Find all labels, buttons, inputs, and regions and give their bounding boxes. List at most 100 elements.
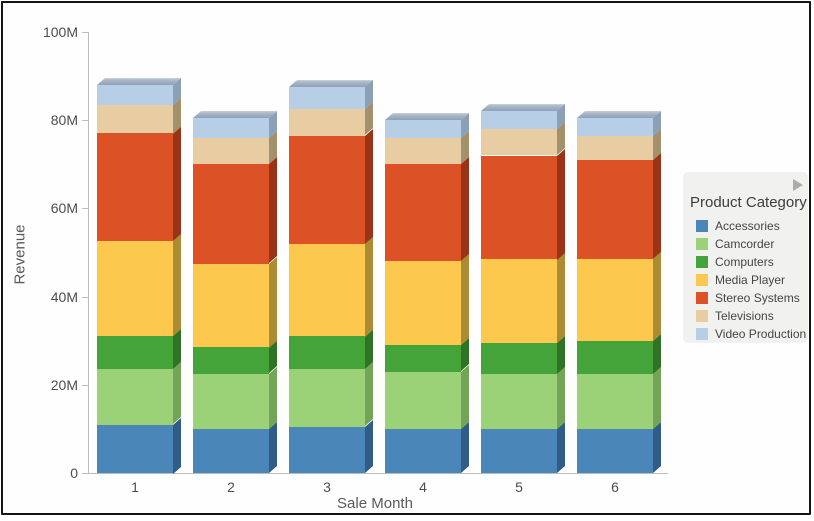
bar-segment-side [653, 421, 661, 473]
bar-segment-video-production[interactable] [577, 118, 653, 136]
bar-segment-side [269, 157, 277, 264]
bar-segment-video-production[interactable] [289, 87, 365, 110]
legend-swatch-icon [696, 256, 708, 268]
bar-top-bevel [97, 77, 181, 85]
right-arrow-icon[interactable] [793, 179, 803, 191]
y-tick-mark [82, 473, 88, 474]
legend-item-label: Accessories [715, 219, 780, 233]
bar-segment-side [365, 362, 373, 427]
bar-segment-side [365, 128, 373, 244]
bar-segment-video-production[interactable] [97, 84, 173, 105]
bar-segment-video-production[interactable] [385, 120, 461, 138]
legend-swatch-icon [696, 328, 708, 340]
bar-segment-side [269, 421, 277, 473]
bar-segment-side [461, 421, 469, 473]
bar-segment-media-player[interactable] [577, 259, 653, 341]
y-tick-mark [82, 120, 88, 122]
bar-segment-televisions[interactable] [577, 135, 653, 160]
bar-segment-televisions[interactable] [193, 137, 269, 165]
bar-segment-computers[interactable] [289, 336, 365, 370]
bar-segment-camcorder[interactable] [481, 373, 557, 429]
legend-item-video-production[interactable]: Video Production [683, 325, 808, 343]
y-tick-label: 20M [50, 376, 78, 393]
bar-segment-stereo-systems[interactable] [193, 164, 269, 264]
bar-segment-accessories[interactable] [385, 428, 461, 473]
bar-segment-televisions[interactable] [97, 104, 173, 134]
bar-segment-video-production[interactable] [193, 118, 269, 138]
bar-month-3 [289, 32, 373, 473]
bar-segment-accessories[interactable] [481, 428, 557, 473]
bar-segment-media-player[interactable] [97, 241, 173, 337]
bar-segment-stereo-systems[interactable] [289, 135, 365, 244]
bar-segment-camcorder[interactable] [97, 369, 173, 425]
x-tick-label-2: 2 [227, 479, 235, 495]
legend-item-label: Televisions [715, 309, 774, 323]
legend-item-stereo-systems[interactable]: Stereo Systems [683, 289, 808, 307]
legend-swatch-icon [696, 310, 708, 322]
bar-segment-camcorder[interactable] [385, 371, 461, 429]
bar-segment-side [557, 421, 565, 473]
bar-segment-televisions[interactable] [289, 109, 365, 136]
y-tick-label: 40M [50, 288, 78, 305]
bar-segment-computers[interactable] [577, 340, 653, 374]
legend-swatch-icon [696, 274, 708, 286]
legend-item-computers[interactable]: Computers [683, 253, 808, 271]
legend-item-label: Computers [715, 255, 774, 269]
x-tick-label-3: 3 [323, 479, 331, 495]
bar-segment-media-player[interactable] [385, 261, 461, 346]
x-axis-title: Sale Month [337, 495, 413, 512]
legend-swatch-icon [696, 220, 708, 232]
bar-segment-side [461, 364, 469, 429]
x-tick-label-6: 6 [611, 479, 619, 495]
legend-items: Accessories Camcorder Computers Media Playe… [683, 217, 808, 343]
bar-segment-stereo-systems[interactable] [97, 133, 173, 242]
legend-item-label: Media Player [715, 273, 786, 287]
bar-month-5 [481, 32, 565, 473]
legend-item-televisions[interactable]: Televisions [683, 307, 808, 325]
bar-segment-computers[interactable] [481, 342, 557, 374]
bar-top-bevel [385, 113, 469, 121]
bar-segment-stereo-systems[interactable] [385, 164, 461, 262]
legend-item-media-player[interactable]: Media Player [683, 271, 808, 289]
x-tick-label-1: 1 [131, 479, 139, 495]
bar-segment-stereo-systems[interactable] [577, 159, 653, 260]
bar-segment-computers[interactable] [385, 345, 461, 372]
bar-segment-accessories[interactable] [193, 428, 269, 473]
x-tick-label-5: 5 [515, 479, 523, 495]
y-tick-mark [82, 384, 88, 386]
bar-segment-side [365, 419, 373, 473]
bar-month-6 [577, 32, 661, 473]
legend-item-label: Video Production [715, 327, 807, 341]
bar-segment-stereo-systems[interactable] [481, 155, 557, 260]
bar-segment-media-player[interactable] [481, 259, 557, 343]
bar-segment-media-player[interactable] [193, 263, 269, 348]
bar-top-bevel [193, 111, 277, 118]
bar-segment-camcorder[interactable] [193, 373, 269, 429]
legend-title: Product Category [690, 194, 807, 211]
bar-segment-side [461, 254, 469, 346]
bar-segment-televisions[interactable] [481, 129, 557, 156]
bar-segment-accessories[interactable] [97, 424, 173, 473]
legend-swatch-icon [696, 238, 708, 250]
bar-segment-video-production[interactable] [481, 111, 557, 130]
legend-swatch-icon [696, 292, 708, 304]
legend-item-camcorder[interactable]: Camcorder [683, 235, 808, 253]
bar-segment-televisions[interactable] [385, 137, 461, 165]
y-tick-label: 60M [50, 200, 78, 217]
legend-item-accessories[interactable]: Accessories [683, 217, 808, 235]
bar-segment-computers[interactable] [193, 347, 269, 374]
bar-segment-camcorder[interactable] [577, 373, 653, 429]
y-tick-label: 100M [42, 24, 78, 40]
x-axis-line [88, 473, 668, 474]
bar-segment-computers[interactable] [97, 336, 173, 370]
bar-segment-side [653, 252, 661, 341]
bar-segment-side [557, 252, 565, 343]
bar-segment-side [653, 366, 661, 429]
bar-segment-camcorder[interactable] [289, 369, 365, 427]
y-axis-line [88, 32, 89, 473]
bar-segment-media-player[interactable] [289, 243, 365, 337]
bar-segment-accessories[interactable] [289, 426, 365, 473]
bar-segment-side [173, 234, 181, 337]
bar-segment-accessories[interactable] [577, 428, 653, 473]
